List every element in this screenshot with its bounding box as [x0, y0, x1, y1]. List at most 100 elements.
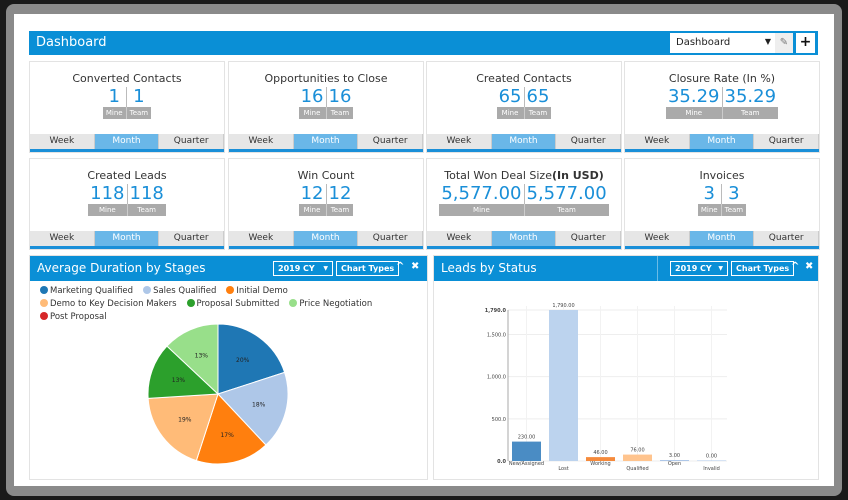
y-tick-label: 1,500.0: [487, 332, 506, 338]
kpi-card: Created Leads 118 Mine 118 Team Week Month Q…: [29, 158, 225, 250]
tab-month[interactable]: Month: [689, 134, 755, 149]
divider: [657, 256, 658, 281]
tab-quarter[interactable]: Quarter: [754, 231, 820, 246]
pie-slice[interactable]: [147, 393, 219, 462]
edit-icon[interactable]: ✎: [775, 33, 793, 53]
plus-icon[interactable]: +: [796, 33, 815, 53]
slice-label: 19%: [178, 417, 192, 424]
period-tabs: Week Month Quarter: [229, 231, 424, 249]
legend-label: Sales Qualified: [153, 286, 217, 296]
team-label: Team: [721, 204, 747, 216]
tab-month[interactable]: Month: [293, 134, 359, 149]
mine-label: Mine: [298, 204, 327, 216]
chart-types-button[interactable]: Chart Types: [336, 261, 400, 276]
legend-swatch: [143, 286, 152, 294]
team-value: 12: [328, 183, 352, 204]
tab-month[interactable]: Month: [293, 231, 359, 246]
tab-quarter[interactable]: Quarter: [159, 231, 225, 246]
bar[interactable]: [623, 454, 652, 461]
y-tick-label: 1,000.0: [487, 375, 506, 381]
y-tick-label: 0.0: [497, 459, 506, 465]
pie-slice[interactable]: [147, 345, 220, 399]
caret-down-icon: ▼: [718, 265, 723, 272]
tab-quarter[interactable]: Quarter: [754, 134, 820, 149]
tab-week[interactable]: Week: [30, 134, 95, 149]
tab-quarter[interactable]: Quarter: [358, 134, 424, 149]
pie-chart: 20% 18% 17% 19% 13% 13%: [147, 323, 289, 465]
close-icon[interactable]: ✖: [411, 261, 420, 272]
pie-slice[interactable]: [217, 323, 286, 395]
bar[interactable]: [512, 441, 541, 461]
mine-value: 12: [299, 184, 327, 204]
card-title-text: Created Leads: [87, 169, 167, 182]
pie-slice[interactable]: [217, 371, 289, 446]
panel-title: Leads by Status: [441, 261, 537, 275]
team-label: Team: [524, 107, 552, 119]
tab-week[interactable]: Week: [229, 231, 294, 246]
mine-label: Mine: [439, 204, 525, 216]
x-tick-label: Working: [590, 461, 610, 467]
tab-quarter[interactable]: Quarter: [556, 231, 622, 246]
year-select[interactable]: 2019 CY ▼: [670, 261, 728, 276]
tab-week[interactable]: Week: [427, 134, 492, 149]
legend-item[interactable]: Price Negotiation: [289, 299, 372, 309]
legend-item[interactable]: Sales Qualified: [143, 286, 216, 296]
tab-quarter[interactable]: Quarter: [358, 231, 424, 246]
tab-week[interactable]: Week: [625, 231, 690, 246]
kpi-card: Created Contacts 65 Mine 65 Team Week Month…: [426, 61, 622, 153]
card-title-text: Created Contacts: [476, 72, 572, 85]
card-title: Invoices: [625, 169, 819, 182]
tab-week[interactable]: Week: [427, 231, 492, 246]
dashboard-select[interactable]: Dashboard ▼: [670, 33, 775, 53]
tab-month[interactable]: Month: [94, 134, 160, 149]
period-tabs: Week Month Quarter: [427, 134, 622, 152]
period-tabs: Week Month Quarter: [30, 231, 225, 249]
bar-value-label: 46.00: [593, 450, 607, 456]
collapse-icon[interactable]: ^: [396, 261, 405, 272]
page-title: Dashboard: [36, 35, 107, 50]
year-select[interactable]: 2019 CY ▼: [273, 261, 333, 276]
legend-item[interactable]: Demo to Key Decision Makers: [40, 299, 177, 309]
legend-item[interactable]: Post Proposal: [40, 312, 107, 322]
period-tabs: Week Month Quarter: [625, 231, 820, 249]
tab-month[interactable]: Month: [491, 134, 557, 149]
legend-item[interactable]: Proposal Submitted: [186, 299, 280, 309]
tab-quarter[interactable]: Quarter: [159, 134, 225, 149]
tab-week[interactable]: Week: [625, 134, 690, 149]
legend-label: Proposal Submitted: [196, 299, 280, 309]
tab-quarter[interactable]: Quarter: [556, 134, 622, 149]
legend-swatch: [226, 286, 235, 294]
card-title-text: Win Count: [297, 169, 355, 182]
legend-item[interactable]: Marketing Qualified: [40, 286, 133, 296]
panel-header: Leads by Status 2019 CY ▼ Chart Types ^ …: [434, 256, 818, 281]
bar[interactable]: [586, 457, 615, 461]
chart-types-button[interactable]: Chart Types: [731, 261, 795, 276]
tab-month[interactable]: Month: [689, 231, 755, 246]
team-value: 65: [526, 86, 550, 107]
tab-month[interactable]: Month: [491, 231, 557, 246]
bar[interactable]: [697, 460, 726, 462]
pie-slice[interactable]: [166, 323, 219, 396]
bar-value-label: 3.00: [669, 453, 680, 459]
collapse-icon[interactable]: ^: [791, 261, 800, 272]
bar-chart: 0.0 500.0 1,000.0 1,500.0 1,790.0 230.00 New/A…: [485, 303, 727, 472]
tab-month[interactable]: Month: [94, 231, 160, 246]
x-tick-label: Open: [668, 461, 681, 467]
team-label: Team: [326, 107, 354, 119]
bar[interactable]: [660, 460, 689, 461]
pie-slice[interactable]: [195, 393, 267, 465]
mine-value: 35.29: [666, 87, 723, 107]
period-tabs: Week Month Quarter: [427, 231, 622, 249]
mine-label: Mine: [298, 107, 327, 119]
close-icon[interactable]: ✖: [805, 261, 814, 272]
tab-week[interactable]: Week: [229, 134, 294, 149]
bar[interactable]: [549, 310, 578, 461]
team-value: 5,577.00: [526, 183, 607, 204]
kpi-card: Opportunities to Close 16 Mine 16 Team Wee…: [228, 61, 424, 153]
leads-by-status-panel: Leads by Status 2019 CY ▼ Chart Types ^ …: [433, 255, 819, 480]
tab-week[interactable]: Week: [30, 231, 95, 246]
legend-label: Price Negotiation: [299, 299, 373, 309]
legend-item[interactable]: Initial Demo: [226, 286, 288, 296]
team-label: Team: [126, 107, 152, 119]
legend-swatch: [40, 286, 48, 294]
